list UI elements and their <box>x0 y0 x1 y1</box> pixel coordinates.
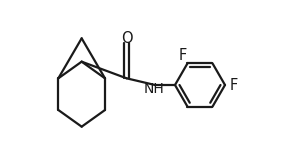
Text: O: O <box>121 31 132 46</box>
Text: F: F <box>179 48 187 63</box>
Text: NH: NH <box>144 82 164 96</box>
Text: F: F <box>230 77 238 93</box>
